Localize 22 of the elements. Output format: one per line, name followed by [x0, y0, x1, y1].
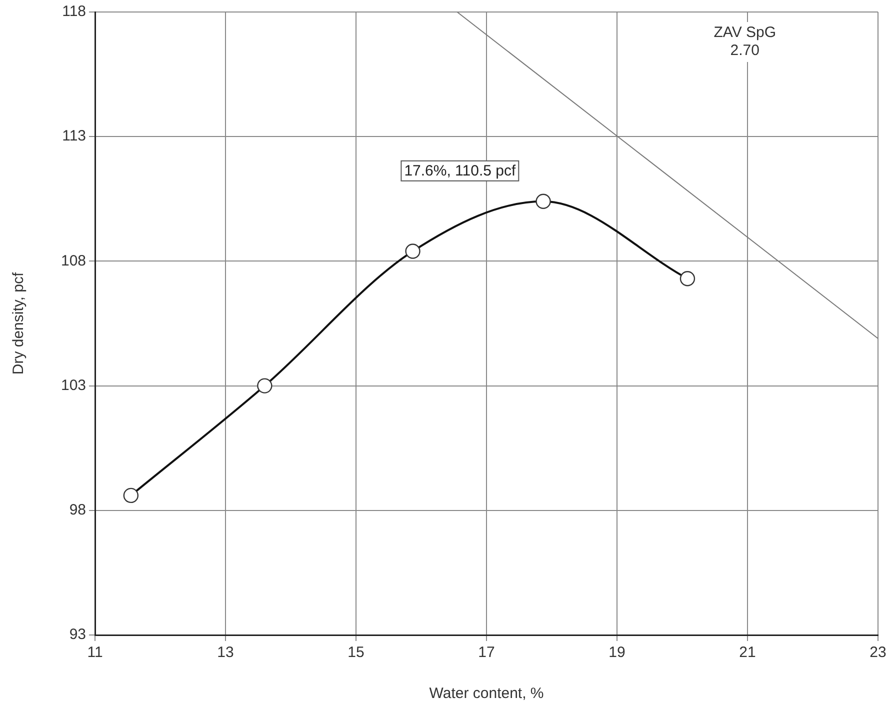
y-tick-label: 108: [60, 252, 86, 270]
point: [257, 378, 272, 394]
x-tick-label: 13: [217, 644, 234, 662]
x-tick-label: 19: [608, 644, 626, 662]
y-tick-label: 103: [60, 376, 86, 394]
annotation: ZAV SpG 2.70: [714, 24, 776, 60]
point: [680, 271, 696, 286]
y-tick-label: 118: [62, 3, 86, 20]
x-tick-label: 15: [348, 644, 364, 662]
x-tick-label: 11: [87, 644, 103, 662]
point: [123, 488, 139, 504]
x-tick-label: 17: [478, 644, 495, 662]
x-tick-label: 21: [739, 644, 756, 662]
point: [405, 244, 420, 259]
y-tick-label: 98: [69, 502, 86, 519]
annotation: 17.6%, 110.5 pcf: [404, 162, 516, 180]
x-tick-label: 23: [870, 644, 886, 662]
point: [536, 194, 551, 209]
y-tick-label: 113: [62, 128, 86, 145]
y-tick-label: 93: [69, 626, 86, 644]
x-axis-title: Water content, %: [429, 685, 544, 702]
y-axis-title: Dry density, pcf: [10, 272, 28, 375]
